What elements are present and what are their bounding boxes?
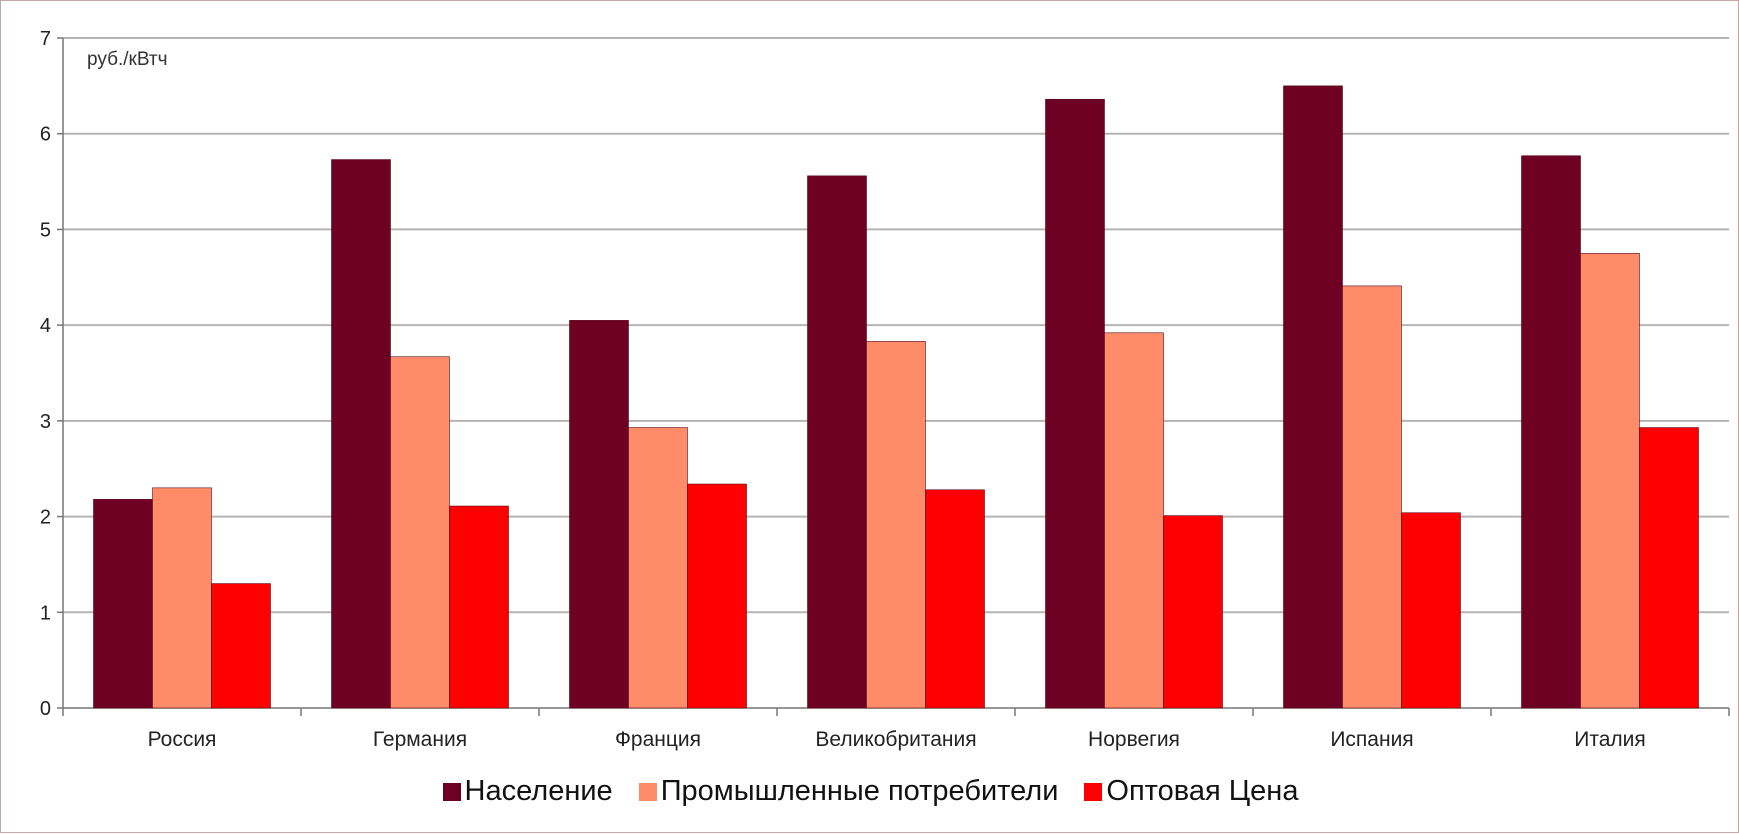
bar bbox=[628, 427, 688, 709]
legend-item-wholesale: Оптовая Цена bbox=[1084, 775, 1298, 808]
legend-swatch bbox=[1084, 782, 1103, 801]
y-tick-label: 5 bbox=[40, 219, 51, 241]
y-tick-label: 6 bbox=[40, 124, 51, 146]
bar bbox=[866, 341, 926, 709]
bar bbox=[390, 356, 450, 709]
bar bbox=[687, 483, 747, 709]
x-tick-label: Франция bbox=[615, 728, 701, 751]
bar bbox=[1580, 253, 1640, 709]
bar bbox=[1045, 98, 1105, 709]
legend-item-industrial: Промышленные потребители bbox=[638, 775, 1059, 808]
y-tick-label: 1 bbox=[40, 602, 51, 624]
x-tick-label: Великобритания bbox=[815, 728, 976, 751]
legend: Население Промышленные потребители Оптов… bbox=[1, 775, 1739, 808]
bar bbox=[93, 499, 153, 709]
legend-swatch bbox=[638, 782, 657, 801]
legend-label: Оптовая Цена bbox=[1106, 775, 1299, 807]
bar bbox=[331, 159, 391, 709]
bar bbox=[1104, 332, 1164, 709]
bar bbox=[1521, 155, 1581, 709]
bar bbox=[1342, 285, 1402, 709]
bar bbox=[449, 505, 509, 709]
x-tick-label: Испания bbox=[1330, 728, 1413, 751]
x-tick-label: Норвегия bbox=[1088, 728, 1180, 751]
bar bbox=[807, 175, 867, 709]
y-unit-label: руб./кВтч bbox=[87, 49, 167, 70]
y-tick-label: 7 bbox=[40, 28, 51, 50]
legend-item-naselenie: Население bbox=[442, 775, 613, 808]
y-tick-label: 2 bbox=[40, 507, 51, 529]
bar bbox=[211, 583, 271, 709]
y-tick-label: 3 bbox=[40, 411, 51, 433]
legend-swatch bbox=[442, 782, 461, 801]
y-tick-label: 4 bbox=[40, 315, 51, 337]
x-tick-label: Италия bbox=[1574, 728, 1646, 751]
bars bbox=[93, 85, 1699, 709]
bar bbox=[1639, 427, 1699, 709]
bar bbox=[1283, 85, 1343, 709]
bar bbox=[152, 487, 212, 709]
axis-labels: 0 1 2 3 4 5 6 7 Россия Германия Франция Великобрита… bbox=[40, 28, 1646, 751]
bar bbox=[569, 320, 629, 709]
x-tick-label: Россия bbox=[148, 728, 217, 751]
bar bbox=[925, 489, 985, 709]
bar bbox=[1163, 515, 1223, 709]
bar bbox=[1401, 512, 1461, 709]
y-tick-label: 0 bbox=[40, 698, 51, 720]
legend-label: Промышленные потребители bbox=[660, 775, 1059, 807]
legend-label: Население bbox=[464, 775, 613, 807]
x-tick-label: Германия bbox=[373, 728, 467, 751]
